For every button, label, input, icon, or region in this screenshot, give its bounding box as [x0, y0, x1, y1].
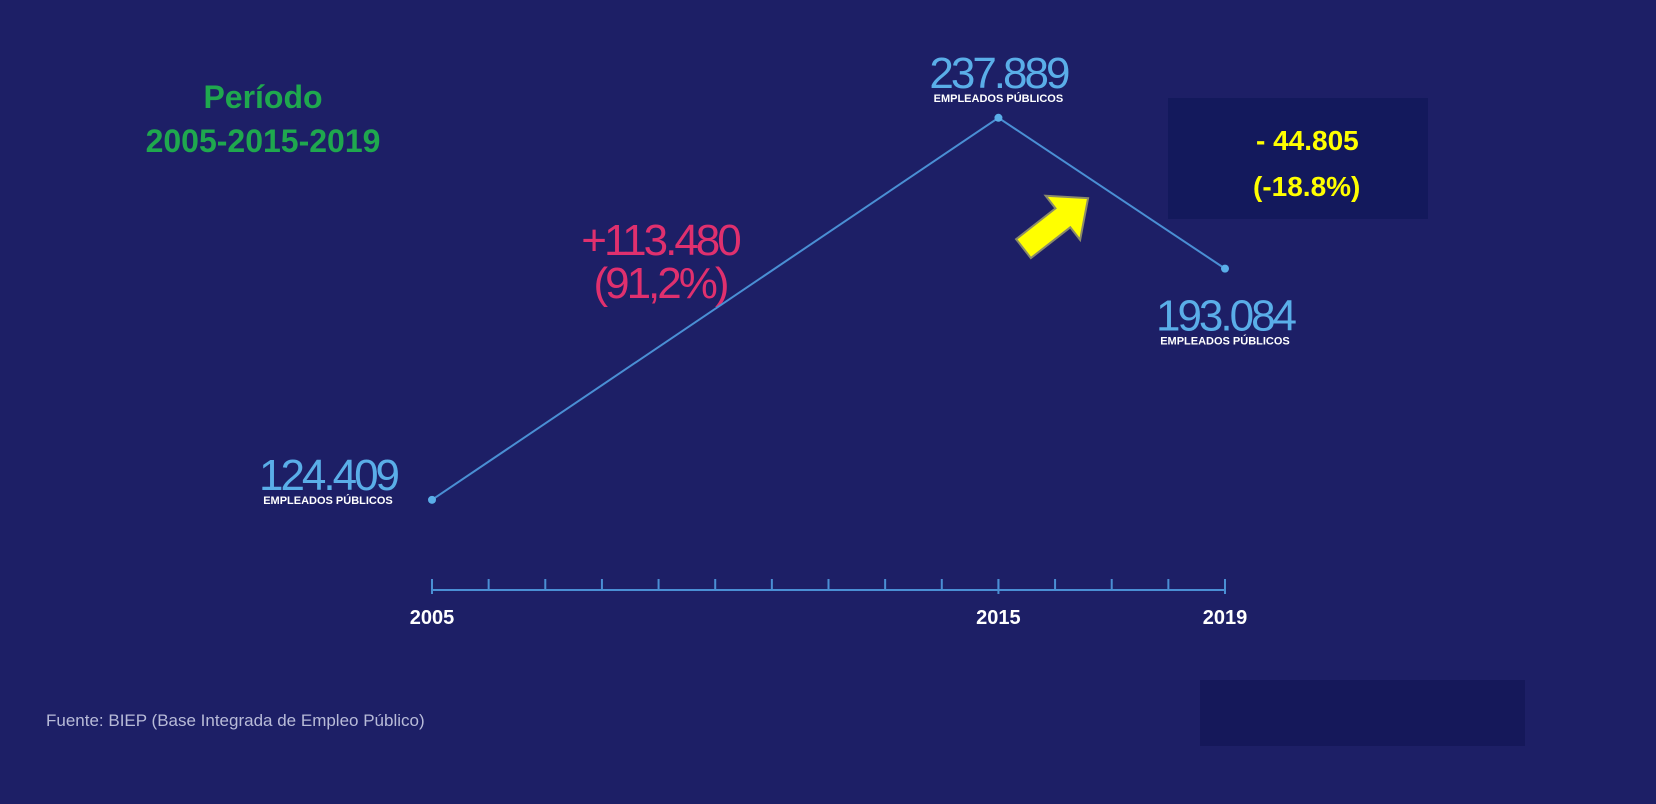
x-tick-label: 2015: [976, 607, 1021, 629]
arrow-icon: [1014, 194, 1090, 260]
source-note: Fuente: BIEP (Base Integrada de Empleo P…: [46, 711, 425, 730]
cover-box: [1200, 680, 1525, 746]
chart-subtitle: 2005-2015-2019: [146, 123, 381, 159]
point: [994, 113, 1003, 122]
point: [1221, 264, 1229, 273]
value-label: 193.084: [1156, 292, 1297, 341]
chart-title: Período: [203, 79, 322, 115]
annotation: (-18.8%): [1253, 171, 1360, 202]
x-tick-label: 2005: [410, 607, 455, 629]
point-caption: EMPLEADOS PÚBLICOS: [934, 92, 1064, 105]
point-caption: EMPLEADOS PÚBLICOS: [1160, 335, 1290, 348]
x-tick-label: 2019: [1203, 607, 1248, 629]
annotation: +113.480: [581, 216, 740, 265]
annotation-box: [1168, 98, 1428, 219]
value-label: 237.889: [929, 49, 1069, 98]
point-caption: EMPLEADOS PÚBLICOS: [263, 494, 393, 507]
point: [428, 495, 436, 504]
annotation: - 44.805: [1256, 125, 1359, 156]
annotation: (91,2%): [593, 259, 726, 308]
value-label: 124.409: [259, 451, 399, 500]
